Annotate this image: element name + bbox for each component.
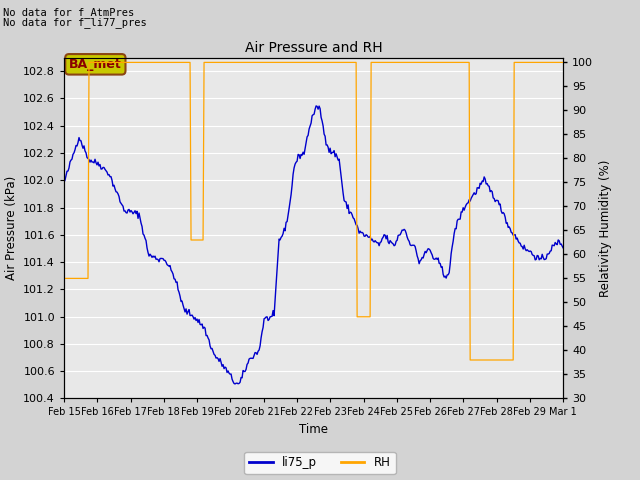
li75_p bbox=[471, 192, 479, 197]
Title: Air Pressure and RH: Air Pressure and RH bbox=[244, 41, 383, 55]
RH bbox=[301, 60, 309, 65]
RH bbox=[467, 357, 474, 363]
li75_p bbox=[301, 145, 309, 151]
Y-axis label: Relativity Humidity (%): Relativity Humidity (%) bbox=[599, 159, 612, 297]
RH bbox=[60, 276, 68, 281]
Y-axis label: Air Pressure (kPa): Air Pressure (kPa) bbox=[4, 176, 17, 280]
li75_p bbox=[332, 151, 340, 157]
RH bbox=[549, 60, 557, 65]
RH bbox=[298, 60, 306, 65]
RH bbox=[471, 357, 479, 363]
RH bbox=[559, 60, 567, 65]
li75_p bbox=[559, 245, 567, 251]
li75_p bbox=[60, 180, 68, 185]
li75_p bbox=[298, 152, 306, 158]
li75_p bbox=[231, 381, 239, 387]
Text: BA_met: BA_met bbox=[69, 58, 122, 71]
Legend: li75_p, RH: li75_p, RH bbox=[244, 452, 396, 474]
Line: RH: RH bbox=[64, 62, 563, 360]
X-axis label: Time: Time bbox=[299, 423, 328, 436]
Text: No data for f_AtmPres: No data for f_AtmPres bbox=[3, 7, 134, 18]
RH bbox=[85, 60, 93, 65]
li75_p bbox=[359, 230, 367, 236]
Line: li75_p: li75_p bbox=[64, 106, 563, 384]
RH bbox=[332, 60, 339, 65]
li75_p bbox=[312, 103, 320, 109]
RH bbox=[358, 314, 366, 320]
Text: No data for f_li77_pres: No data for f_li77_pres bbox=[3, 17, 147, 28]
li75_p bbox=[549, 242, 557, 248]
